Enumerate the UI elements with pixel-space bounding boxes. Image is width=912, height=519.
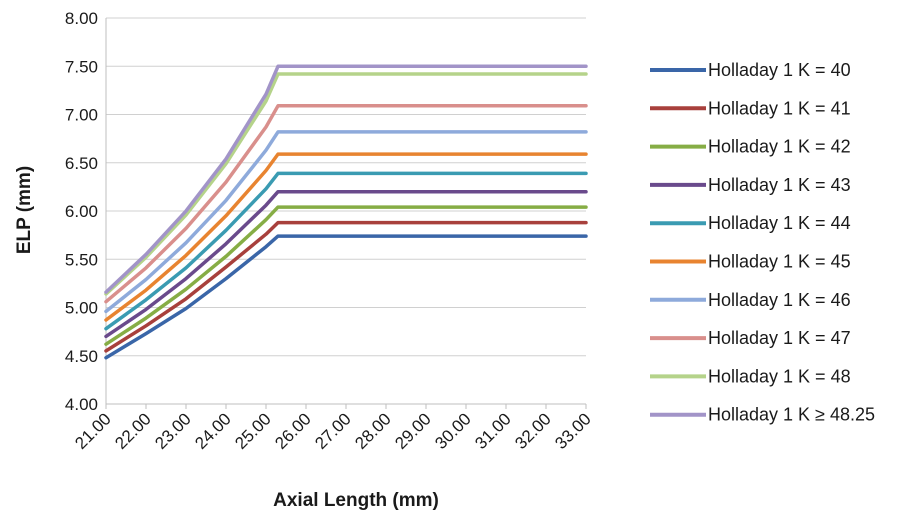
x-tick-label: 24.00 — [191, 409, 235, 453]
legend-label: Holladay 1 K = 45 — [708, 252, 851, 272]
y-tick-label: 4.50 — [65, 347, 98, 366]
x-tick-label: 21.00 — [71, 409, 115, 453]
gridlines — [106, 17, 586, 405]
legend: Holladay 1 K = 40 Holladay 1 K = 41 Hollad… — [650, 60, 875, 425]
series-line — [104, 189, 588, 339]
series-line — [104, 104, 588, 304]
series-line — [104, 64, 588, 294]
legend-label: Holladay 1 K = 42 — [708, 137, 851, 157]
x-tick-label: 27.00 — [311, 409, 355, 453]
y-tick-label: 8.00 — [65, 9, 98, 28]
x-tick-label: 31.00 — [471, 409, 515, 453]
series-lines — [104, 64, 588, 360]
x-tick-label: 30.00 — [431, 409, 475, 453]
y-tick-label: 4.00 — [65, 395, 98, 414]
legend-label: Holladay 1 K = 47 — [708, 328, 851, 348]
x-tick-label: 25.00 — [231, 409, 275, 453]
legend-label: Holladay 1 K = 41 — [708, 98, 851, 118]
x-tick-label: 26.00 — [271, 409, 315, 453]
y-tick-label: 6.50 — [65, 154, 98, 173]
y-axis-ticks: 4.00 4.50 5.00 5.50 6.00 6.50 7.00 7.50 8.00 — [65, 9, 98, 414]
x-axis-title: Axial Length (mm) — [273, 490, 439, 511]
series-line — [104, 205, 588, 346]
x-tick-label: 33.00 — [551, 409, 595, 453]
x-tick-label: 22.00 — [111, 409, 155, 453]
legend-label: Holladay 1 K = 48 — [708, 366, 851, 386]
x-tick-label: 23.00 — [151, 409, 195, 453]
x-tick-label: 32.00 — [511, 409, 555, 453]
series-line — [104, 72, 588, 296]
x-tick-label: 29.00 — [391, 409, 435, 453]
x-tick-label: 28.00 — [351, 409, 395, 453]
series-line — [104, 130, 588, 314]
y-tick-label: 7.00 — [65, 106, 98, 125]
series-line — [104, 171, 588, 331]
series-line — [104, 220, 588, 353]
legend-label: Holladay 1 K = 40 — [708, 60, 851, 80]
legend-label: Holladay 1 K ≥ 48.25 — [708, 405, 875, 425]
y-axis-title: ELP (mm) — [14, 166, 35, 254]
y-tick-label: 7.50 — [65, 57, 98, 76]
legend-label: Holladay 1 K = 43 — [708, 175, 851, 195]
y-tick-label: 6.00 — [65, 202, 98, 221]
x-axis-ticks: 21.0022.0023.0024.0025.0026.0027.0028.00… — [71, 404, 595, 453]
series-line — [104, 152, 588, 322]
legend-label: Holladay 1 K = 46 — [708, 290, 851, 310]
legend-label: Holladay 1 K = 44 — [708, 213, 851, 233]
series-line — [104, 234, 588, 360]
y-tick-label: 5.00 — [65, 299, 98, 318]
y-tick-label: 5.50 — [65, 250, 98, 269]
